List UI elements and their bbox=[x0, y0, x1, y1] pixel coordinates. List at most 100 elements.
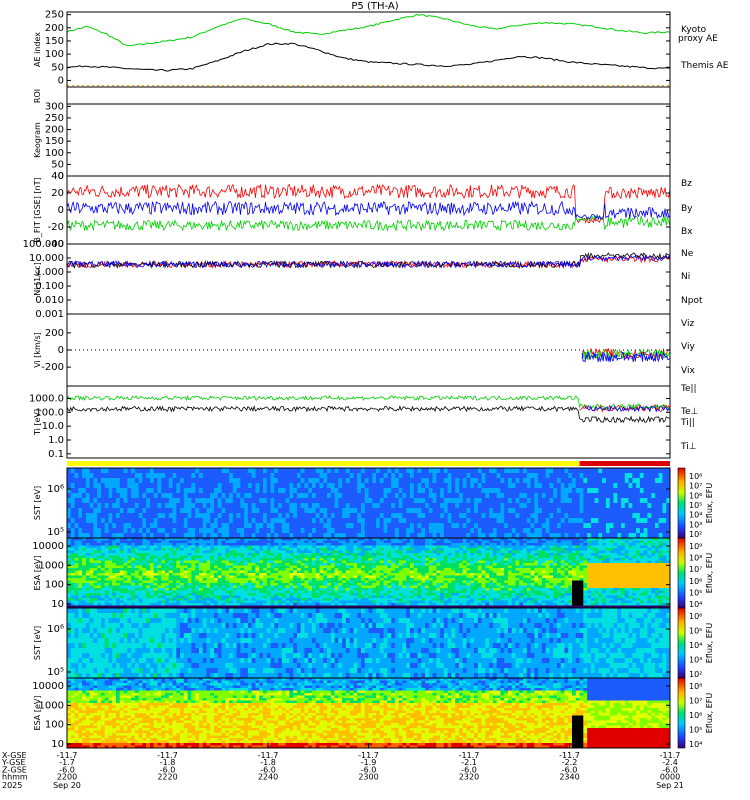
esa_e-label: 10 bbox=[51, 599, 64, 610]
chart-title: P5 (TH-A) bbox=[351, 1, 398, 12]
x-row-0-value-2: -11.7 bbox=[258, 751, 279, 760]
b-label: 0 bbox=[58, 205, 64, 216]
n-legend-0: Ne bbox=[681, 249, 694, 259]
keogram-label: 300 bbox=[45, 101, 64, 112]
esa_i-colorbar-tick-3: 10⁵ bbox=[689, 726, 702, 735]
x-row-0-value-5: -11.7 bbox=[559, 751, 580, 760]
sst_e-colorbar-label: Eflux, EFU bbox=[705, 483, 714, 524]
n-label: 0.010 bbox=[35, 295, 64, 306]
sst_e-colorbar bbox=[677, 467, 686, 539]
b-series-Bx bbox=[66, 200, 671, 221]
esa_e-colorbar bbox=[677, 537, 686, 609]
esa_i-label: 100 bbox=[45, 720, 64, 731]
ti-series-0 bbox=[66, 405, 671, 424]
b-label: 40 bbox=[51, 171, 64, 182]
n-series-Ne bbox=[66, 255, 671, 269]
n-legend-1: Ni bbox=[681, 272, 690, 282]
n-label: 0.001 bbox=[35, 309, 64, 320]
t-label: 1.0 bbox=[48, 435, 64, 446]
b-ylabel: B_FIT [GSE] [nT] bbox=[33, 177, 42, 242]
v-series-Vix bbox=[581, 351, 670, 363]
t-label: 10.0 bbox=[42, 421, 64, 432]
esa_i-colorbar bbox=[677, 677, 686, 749]
n-label: 100.000 bbox=[23, 239, 64, 250]
ae-label: 250 bbox=[45, 10, 64, 21]
esa_i-colorbar-tick-2: 10⁶ bbox=[689, 711, 702, 720]
sst_i-colorbar-tick-3: 10³ bbox=[689, 656, 702, 665]
x-row-3-value-0: 2200 bbox=[57, 773, 77, 782]
n-label: 10.000 bbox=[29, 253, 64, 264]
t-legend-1: Te⊥ bbox=[680, 407, 699, 417]
x-row-2-value-0: -6.0 bbox=[59, 765, 75, 774]
b-series-Bz bbox=[66, 183, 671, 224]
keogram-frame bbox=[66, 103, 671, 177]
v-legend-1: Viy bbox=[681, 342, 695, 352]
v-legend-2: Vix bbox=[681, 366, 695, 376]
b-legend-0: Bz bbox=[681, 179, 692, 189]
esa_i-ylabel: ESA [eV] bbox=[33, 696, 42, 731]
x-row-2-value-6: -6.0 bbox=[662, 765, 678, 774]
esa-electron-spectrogram bbox=[67, 538, 671, 609]
esa_e-colorbar-label: Eflux, EFU bbox=[705, 553, 714, 594]
v-ylabel: Vi [km/s] bbox=[33, 332, 42, 368]
sst_i-colorbar-tick-0: 10⁶ bbox=[689, 612, 702, 621]
esa_i-label: 10000 bbox=[32, 681, 64, 692]
x-row-0-value-4: -11.7 bbox=[459, 751, 480, 760]
x-row-2-value-4: -6.0 bbox=[461, 765, 477, 774]
x-row-0-value-0: -11.7 bbox=[57, 751, 78, 760]
keogram-label: 200 bbox=[45, 125, 64, 136]
esa_e-colorbar-tick-0: 10⁹ bbox=[689, 542, 702, 551]
n-frame bbox=[66, 243, 671, 315]
keogram-label: 150 bbox=[45, 136, 64, 147]
mode-bar-survey bbox=[67, 461, 580, 466]
x-row-3-value-4: 2320 bbox=[459, 773, 479, 782]
sst_i-colorbar-tick-4: 10² bbox=[689, 670, 702, 679]
esa_e-ylabel: ESA [eV] bbox=[33, 556, 42, 591]
x-row-0-value-3: -11.7 bbox=[358, 751, 379, 760]
sst_e-colorbar-tick-6: 10² bbox=[689, 530, 702, 539]
sst_i-colorbar-label: Eflux, EFU bbox=[705, 623, 714, 664]
esa_e-colorbar-tick-1: 10⁸ bbox=[689, 554, 702, 563]
keogram-ylabel: Keogram bbox=[33, 122, 42, 158]
sst_e-label: 10⁶ bbox=[47, 484, 64, 495]
sst_e-colorbar-tick-0: 10⁸ bbox=[689, 472, 702, 481]
sst_e-ylabel: SST [eV] bbox=[33, 486, 42, 520]
x-row-3-value-1: 2220 bbox=[157, 773, 177, 782]
esa_i-label: 1000 bbox=[39, 700, 64, 711]
ae-series-1 bbox=[66, 42, 671, 72]
sst_i-colorbar bbox=[677, 607, 686, 679]
esa_e-colorbar-tick-5: 10⁴ bbox=[689, 600, 702, 609]
x-row-1-value-0: -1.7 bbox=[59, 758, 75, 767]
ti-series-2 bbox=[66, 394, 671, 411]
x-row-3-value-6: 0000 bbox=[660, 773, 680, 782]
ae-label: 150 bbox=[45, 36, 64, 47]
x-row-2-value-1: -6.0 bbox=[160, 765, 176, 774]
ae-frame bbox=[66, 11, 671, 88]
n-ylabel: Ni [1/cc] bbox=[33, 262, 42, 296]
esa_i-colorbar-tick-4: 10⁴ bbox=[689, 740, 702, 749]
esa_e-label: 10000 bbox=[32, 541, 64, 552]
x-row-1-value-3: -1.9 bbox=[361, 758, 377, 767]
sst_i-label: 10⁵ bbox=[47, 667, 64, 678]
keogram-label: 100 bbox=[45, 148, 64, 159]
x-row-1-value-2: -1.8 bbox=[260, 758, 276, 767]
x-row-3-value-2: 2240 bbox=[258, 773, 278, 782]
t-frame bbox=[66, 385, 671, 459]
esa_i-label: 10 bbox=[51, 739, 64, 750]
n-series-Npot bbox=[66, 254, 671, 269]
esa_i-colorbar-tick-1: 10⁷ bbox=[689, 697, 702, 706]
keogram-label: 0 bbox=[58, 171, 64, 182]
v-label: -200 bbox=[41, 362, 64, 373]
sst_e-colorbar-tick-2: 10⁶ bbox=[689, 491, 702, 500]
sst_e-colorbar-tick-1: 10⁷ bbox=[689, 482, 702, 491]
mode-bar-burst bbox=[579, 461, 670, 466]
x-date-start: Sep 20 bbox=[53, 781, 81, 790]
x-row-1-value-5: -2.2 bbox=[562, 758, 578, 767]
b-label: -40 bbox=[48, 239, 64, 250]
sst_e-colorbar-tick-4: 10⁴ bbox=[689, 511, 702, 520]
b-frame bbox=[66, 175, 671, 245]
sst_e-label: 10⁵ bbox=[47, 527, 64, 538]
t-ylabel: Ti [eV] bbox=[33, 409, 42, 436]
x-row-0-value-1: -11.7 bbox=[157, 751, 178, 760]
